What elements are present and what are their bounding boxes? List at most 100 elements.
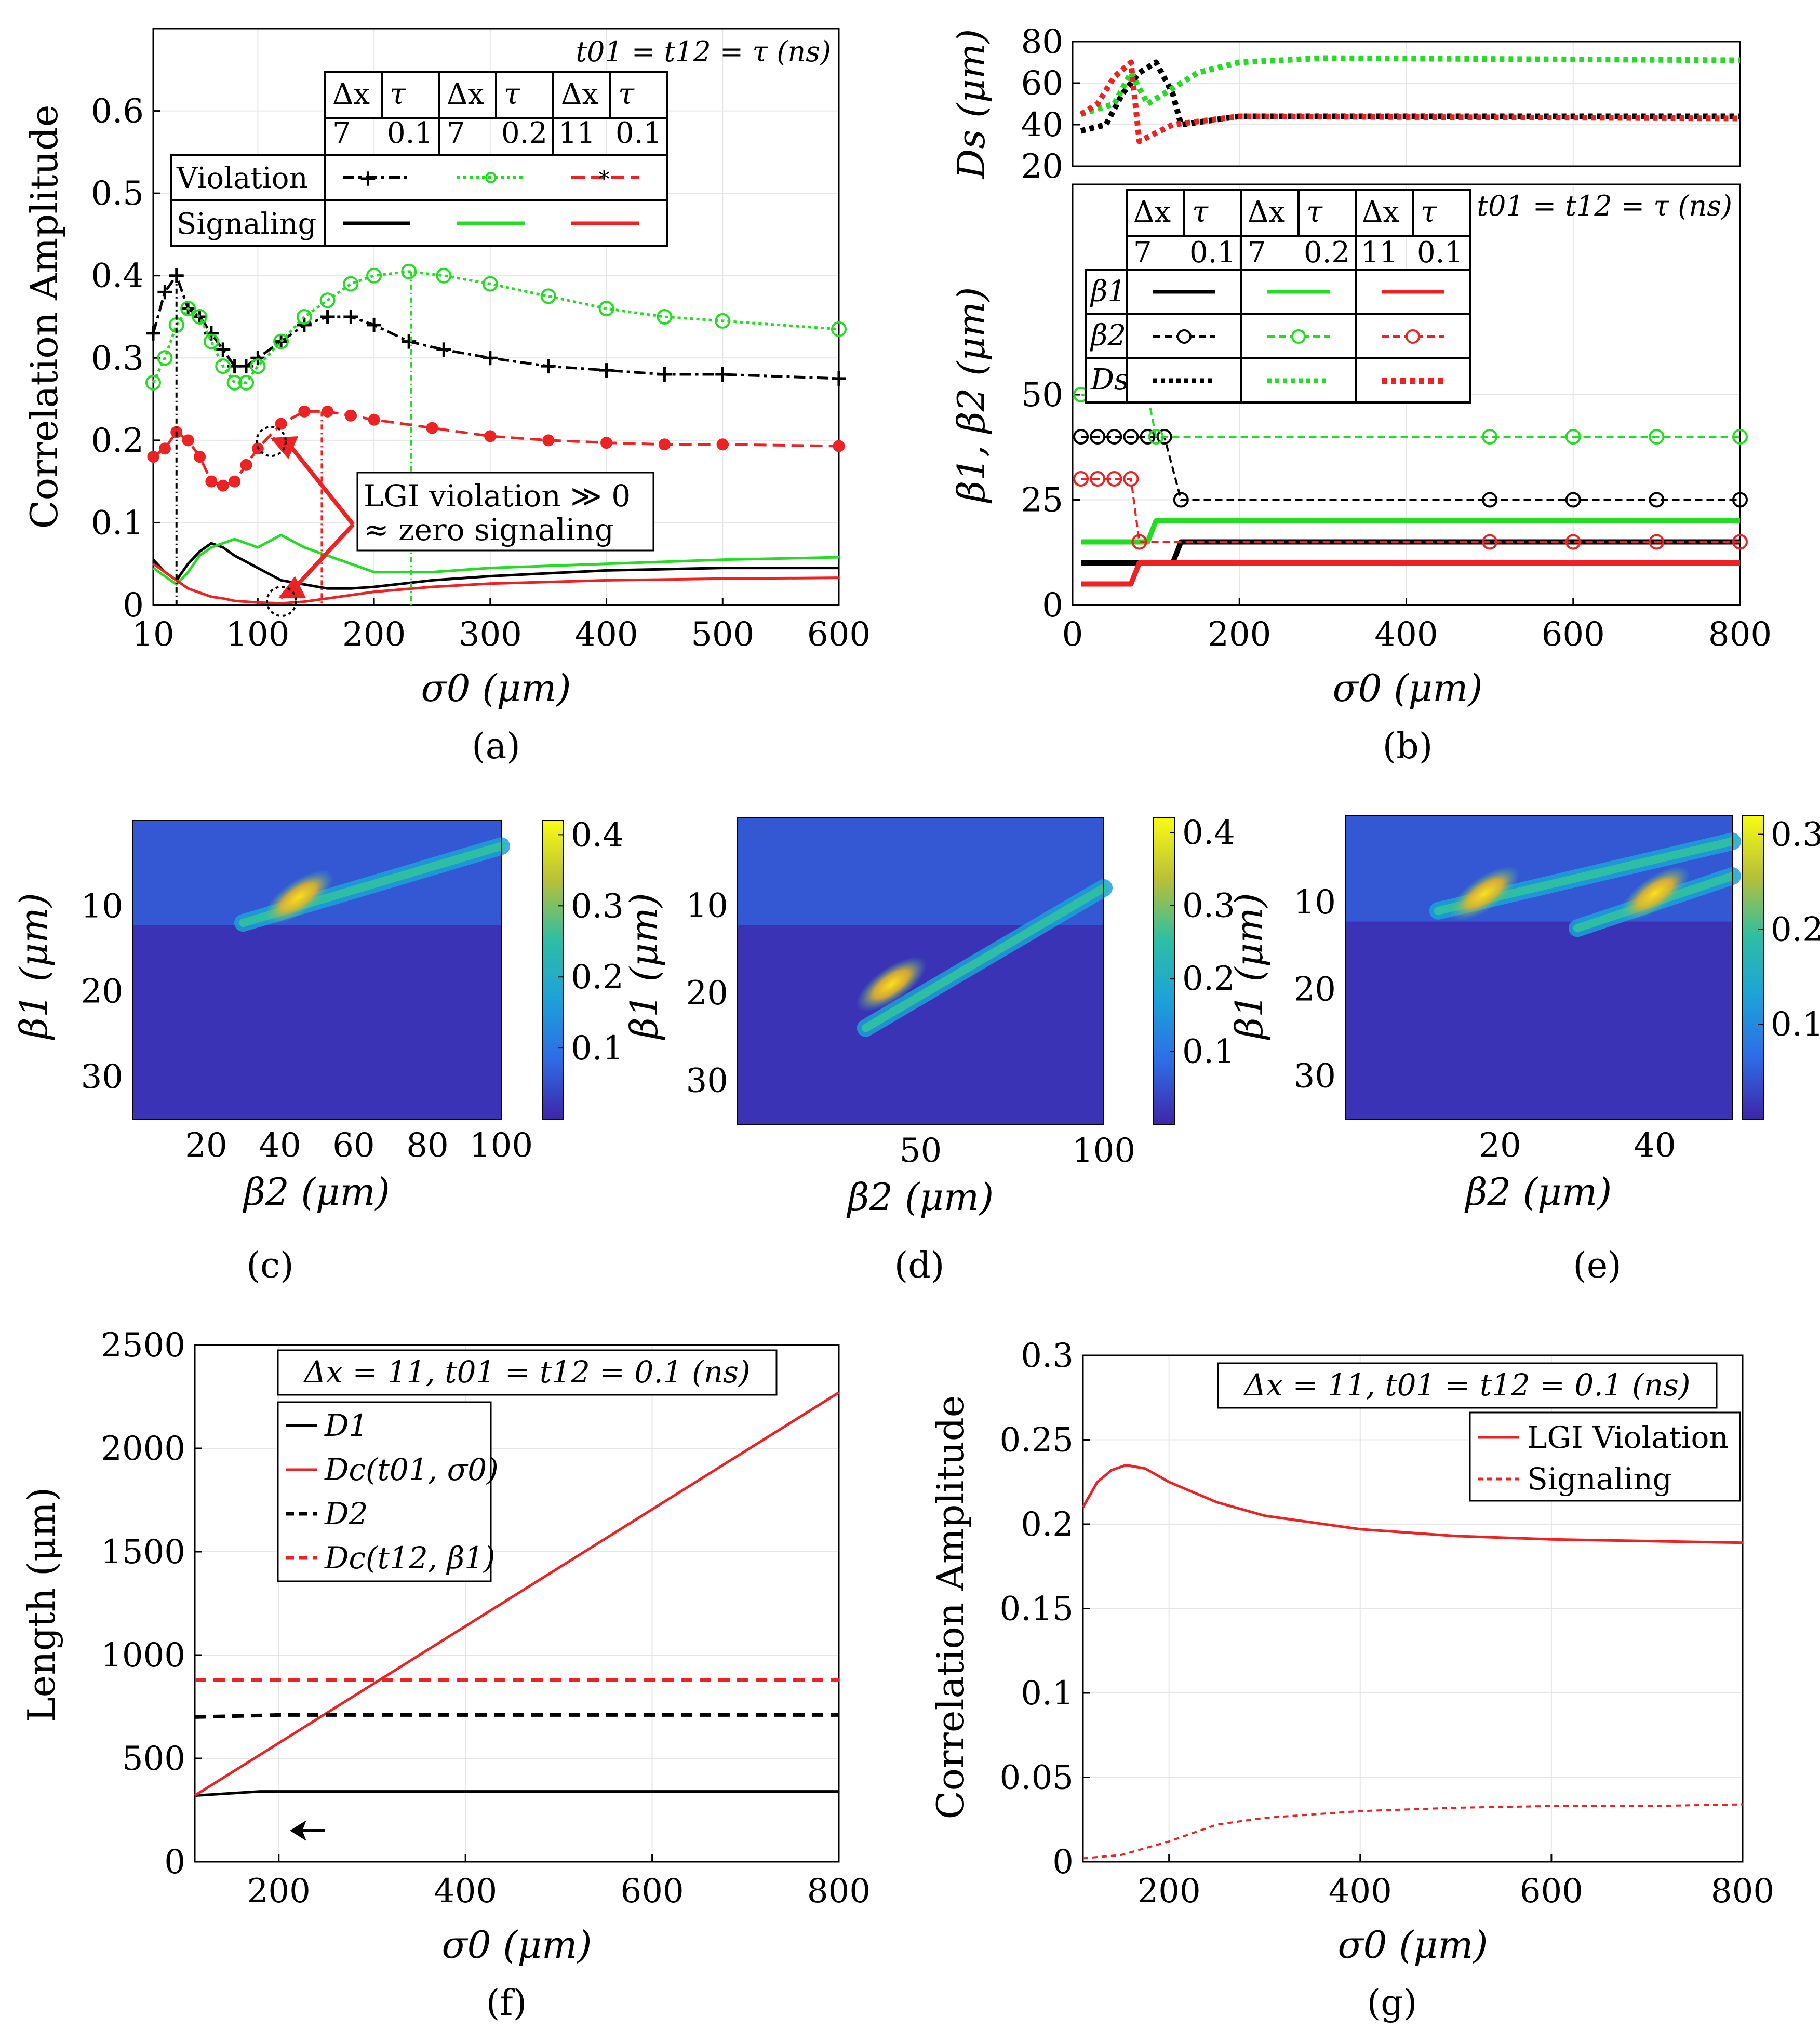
marker-point [1148,429,1164,445]
b-table-v1: 0.1 [1189,236,1236,270]
marker-point [831,321,847,337]
marker-point [1565,492,1581,508]
a-table-h4: Δx [561,77,598,111]
marker-point [600,437,613,449]
series--1-x-11-0-1 [1081,560,1740,587]
b-table-v5: 0.1 [1417,236,1463,270]
series-ds-x-7-0-1 [1080,59,1740,134]
heatmap-ylabel: β1 (μm) [12,893,56,1041]
tick-label-x: 10 [132,615,174,654]
tick-label-y: 0.1 [91,504,144,542]
tick-label-y: 0.6 [91,92,144,131]
heatmap-xlabel: β2 (μm) [1464,1170,1612,1214]
marker-point [229,475,241,488]
b-table-v4: 11 [1361,236,1398,270]
series-signaling [1082,1803,1743,1860]
heatmap-tick-x: 40 [259,1126,301,1165]
series-d2 [194,1713,839,1719]
panel-g-legend: LGI Violation Signaling [1469,1411,1741,1502]
b-table-h5: τ [1421,195,1437,229]
panel-a-ticks: 10 100 200 300 400 500 600 0 0.1 0.2 0.3 0.4 0.5 0.6 [91,92,871,654]
marker-point [1131,534,1147,550]
caption-b: (b) [1383,726,1433,767]
heatmap-tick-x: 100 [470,1126,533,1165]
svg-text:*: * [598,166,610,193]
heatmap-tick-y: 20 [1294,970,1336,1008]
marker-point [157,285,172,300]
heatmap-tick-x: 20 [185,1126,227,1165]
series-d1 [194,1790,839,1797]
series-ds-x-7-0-2 [1080,55,1741,117]
marker-point [599,363,614,378]
marker-point [192,309,208,325]
a-annotation-line1: LGI violation ≫ 0 [364,478,631,514]
caption-g: (g) [1367,1983,1417,2024]
panel-g-xlabel: σ0 (μm) [1337,1923,1488,1967]
caption-c: (c) [246,1245,293,1286]
marker-point [1732,429,1748,445]
tick-label-x: 800 [807,1872,871,1911]
colorbar-tick-label: 0.1 [1182,1033,1235,1071]
heatmap-tick-y: 30 [686,1062,728,1100]
heatmap-tick-x: 40 [1634,1126,1676,1165]
series--1-x-7-0-1 [1081,539,1740,566]
marker-point [1649,429,1665,445]
tick-label-y: 0.2 [1021,1505,1074,1544]
colorbar-tick-label: 0.3 [1182,887,1235,925]
heatmap-tick-y: 30 [1294,1057,1336,1095]
marker-point [182,434,194,447]
tick-label-y: 2000 [101,1430,185,1468]
panel-g-ylabel: Correlation Amplitude [929,1395,972,1820]
heatmap-tick-y: 30 [81,1058,123,1096]
b-table-row-beta2: β2 [1090,319,1126,353]
b-table-h4: Δx [1362,195,1399,229]
heatmap-xlabel: β2 (μm) [242,1170,390,1214]
b-table-h1: τ [1192,195,1209,229]
marker-point [1649,492,1665,508]
marker-point [658,438,671,451]
heatmap-ylabel: β1 (μm) [622,893,666,1041]
a-table-row-violation: Violation [176,162,308,195]
marker-point [344,409,357,422]
colorbar [1742,815,1764,1120]
f-legend-dc-t01: Dc(t01, σ0) [324,1452,499,1487]
marker-point [482,276,498,292]
a-table-h5: τ [618,77,635,111]
marker-point [1482,429,1498,445]
heatmap-peak [1449,866,1520,921]
heatmap-tick-y: 10 [81,887,123,925]
marker-point [542,434,555,447]
tick-label-y: 50 [1021,376,1063,414]
series-ds-x-11-0-1 [1079,59,1741,144]
marker-point [1565,534,1581,550]
tick-label-x: 400 [1329,1872,1392,1911]
heatmap-lower-band [132,925,501,1119]
a-table-v0: 7 [332,116,351,150]
panel-a-note: t01 = t12 = τ (ns) [576,35,831,68]
a-table-h0: Δx [332,77,370,111]
b-table-row-ds: Ds [1090,363,1129,397]
marker-point [484,430,497,442]
tick-label-x: 500 [691,615,754,654]
marker-point [296,309,312,325]
g-legend-signaling: Signaling [1527,1461,1672,1497]
panel-f-legend: D1 Dc(t01, σ0) D2 Dc(t12, β1) [277,1401,499,1582]
marker-point [1106,471,1122,487]
colorbar-tick-label: 0.2 [1771,910,1820,949]
a-annotation-line2: ≈ zero signaling [364,512,614,547]
panel-a-ylabel: Correlation Amplitude [22,105,66,529]
tick-label-x: 400 [1374,615,1438,654]
marker-point [203,333,219,349]
heatmap-panel-c: 20 40 60 80 100 10 20 30 β1 (μm) β2 (μm) 0.1 0.2 0.3… [12,816,624,1286]
a-table-v5: 0.1 [615,116,662,150]
marker-point [657,309,673,325]
b-table-h2: Δx [1248,195,1285,229]
series--2-x-7-0-1 [1081,436,1740,501]
heatmap-tick-y: 20 [81,973,123,1011]
marker-point [193,451,206,463]
panel-a-xlabel: σ0 (μm) [421,666,571,710]
panel-a: 10 100 200 300 400 500 60000.10.20.30.40.50.6 … [22,28,871,767]
marker-point [217,479,229,492]
